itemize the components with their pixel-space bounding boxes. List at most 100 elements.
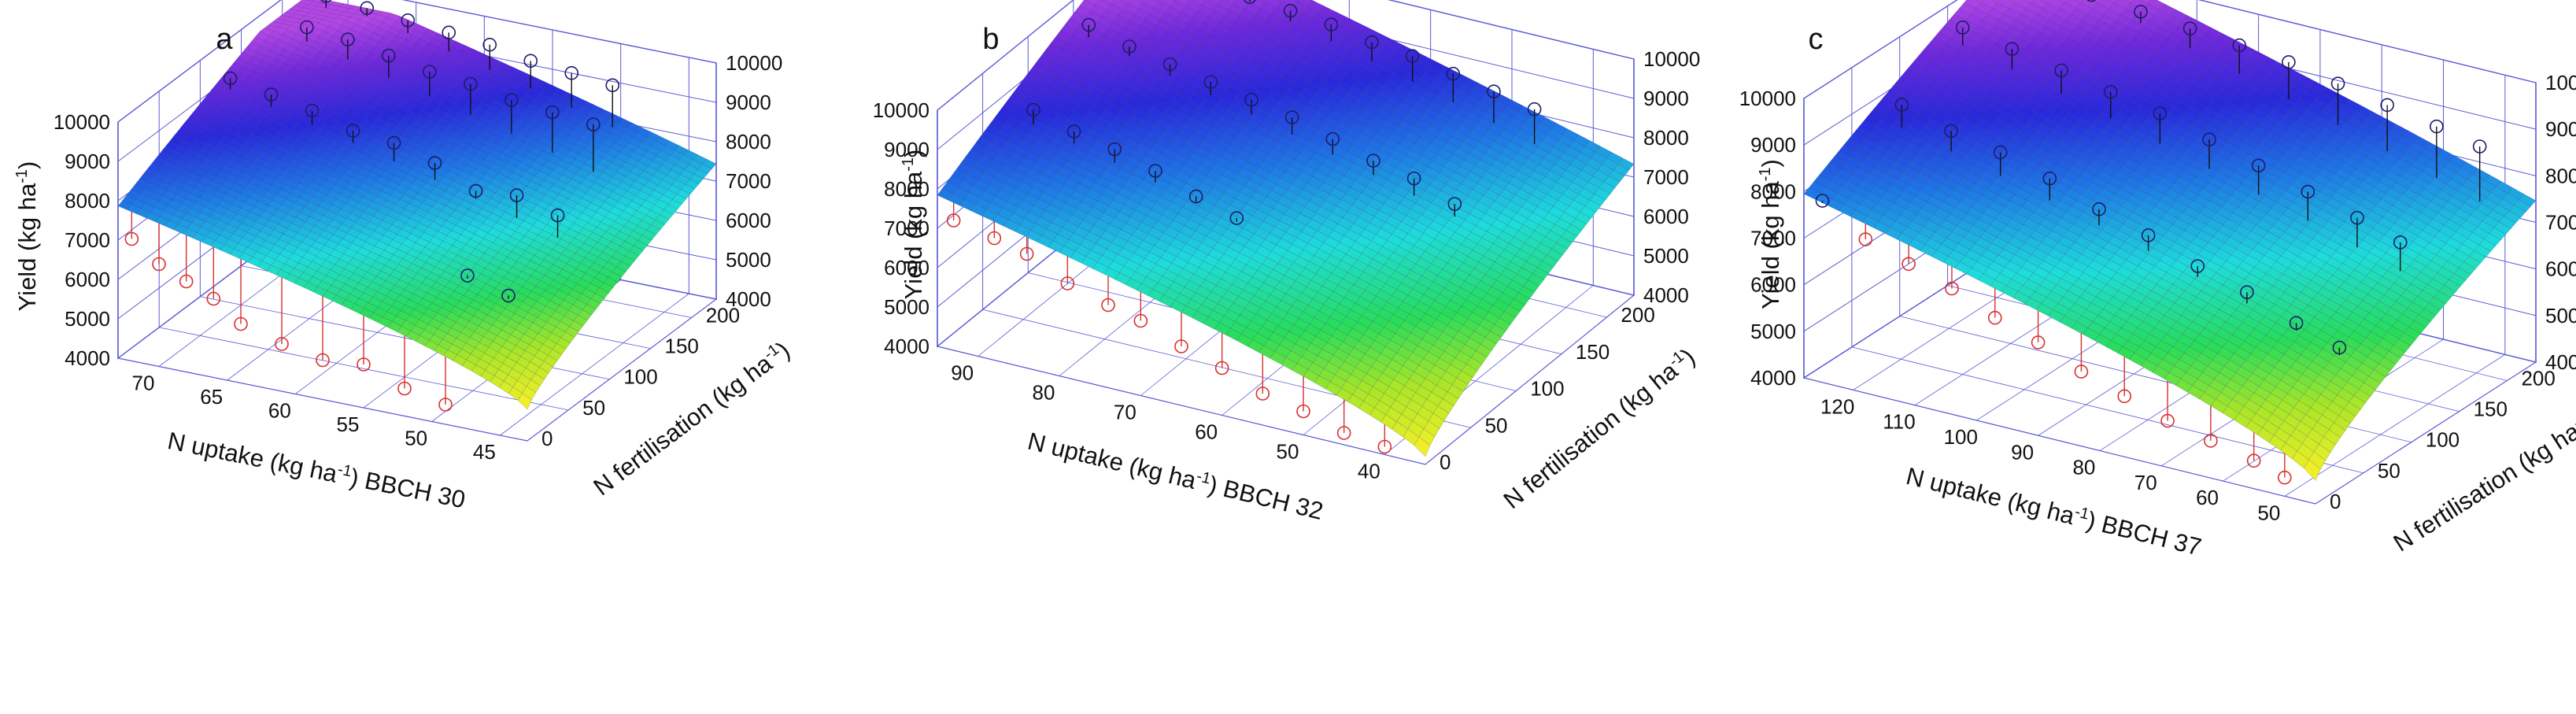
observation-point bbox=[1244, 0, 1256, 4]
x-tick-label: 65 bbox=[200, 385, 223, 409]
observation-point bbox=[1214, 361, 1229, 375]
x-tick-label: 90 bbox=[951, 361, 974, 385]
observations-above bbox=[1026, 0, 1542, 225]
observation-point bbox=[1133, 313, 1148, 328]
observation-point bbox=[564, 66, 579, 80]
observation-point bbox=[1325, 131, 1340, 146]
x-tick-label: 60 bbox=[268, 399, 291, 423]
observation-point bbox=[316, 353, 330, 368]
surface-cell bbox=[2108, 0, 2117, 3]
z-tick-label-left: 8000 bbox=[65, 189, 110, 213]
surface-cell bbox=[522, 386, 537, 401]
surface-cell bbox=[1442, 391, 1459, 406]
chart-panel-a: 4000500060007000800090001000040005000600… bbox=[13, 0, 795, 513]
surface-cell bbox=[1155, 0, 1160, 2]
y-tick-label: 150 bbox=[665, 335, 699, 358]
x-tick-label: 55 bbox=[337, 412, 360, 436]
observation-point bbox=[2246, 453, 2261, 468]
observation-point bbox=[545, 105, 560, 120]
x-tick-label: 50 bbox=[1277, 440, 1299, 464]
observation-point bbox=[2204, 434, 2218, 448]
observation-point bbox=[1162, 57, 1177, 72]
z-tick-label-left: 5000 bbox=[65, 307, 110, 331]
y-tick-label: 200 bbox=[1621, 303, 1654, 327]
y-floor-gridline bbox=[1803, 377, 2316, 505]
y-floor-gridline bbox=[1851, 346, 2363, 474]
z-tick-label-left: 4000 bbox=[65, 346, 110, 370]
observation-point bbox=[341, 32, 355, 46]
observation-point bbox=[1405, 49, 1420, 63]
observation-point bbox=[206, 291, 221, 306]
x-tick-label: 50 bbox=[405, 427, 427, 450]
z-tick-label-right: 9000 bbox=[726, 91, 771, 114]
front-axes bbox=[117, 63, 717, 358]
surface-cell bbox=[2463, 256, 2482, 269]
surface-cell bbox=[2058, 0, 2067, 3]
y-tick-label: 200 bbox=[706, 303, 740, 327]
front-axes bbox=[937, 59, 1635, 346]
observation-point bbox=[1902, 257, 1916, 272]
observation-point bbox=[501, 288, 516, 303]
observation-point bbox=[1229, 211, 1244, 225]
z-tick-label-right: 7000 bbox=[726, 169, 771, 193]
observation-point bbox=[1377, 439, 1392, 454]
surface-cell bbox=[1418, 428, 1436, 446]
z-axis-title: Yield (kg ha-1) bbox=[13, 161, 41, 312]
observation-point bbox=[468, 183, 483, 198]
surface-cell bbox=[517, 393, 532, 410]
observation-point bbox=[504, 93, 519, 107]
observation-point bbox=[305, 103, 320, 118]
observation-point bbox=[946, 213, 961, 228]
z-tick-label-right: 4000 bbox=[1643, 283, 1689, 307]
observation-point bbox=[234, 316, 248, 331]
observation-point bbox=[360, 1, 375, 16]
surface-cell bbox=[1603, 176, 1621, 189]
surface-cell bbox=[1225, 0, 1236, 4]
observation-point bbox=[605, 78, 620, 93]
z-tick-label-left: 10000 bbox=[54, 110, 110, 134]
observation-point bbox=[1447, 197, 1462, 211]
y-tick-label: 0 bbox=[1440, 450, 1451, 474]
observation-point bbox=[1107, 142, 1122, 157]
observation-point bbox=[1487, 84, 1501, 98]
observation-point bbox=[1446, 66, 1461, 81]
observation-point bbox=[1019, 246, 1034, 261]
observation-point bbox=[1244, 92, 1258, 107]
z-tick-label-left: 4000 bbox=[884, 335, 930, 358]
y-tick-label: 100 bbox=[1530, 377, 1564, 401]
observation-point bbox=[2117, 389, 2132, 404]
z-tick-label-left: 9000 bbox=[65, 150, 110, 173]
observation-point bbox=[2074, 364, 2089, 379]
observation-point bbox=[1026, 102, 1040, 117]
surface-cell bbox=[1085, 0, 1100, 6]
observation-point bbox=[442, 25, 456, 40]
z-tick-label-right: 10000 bbox=[726, 51, 782, 75]
observation-point bbox=[275, 337, 289, 351]
panel-letter: a bbox=[216, 23, 233, 56]
observation-point bbox=[1188, 189, 1203, 204]
observation-point bbox=[320, 0, 332, 3]
observation-point bbox=[482, 38, 497, 52]
surface-cell bbox=[1294, 0, 1298, 2]
observation-point bbox=[1174, 339, 1188, 353]
observation-point bbox=[438, 398, 453, 412]
observation-point bbox=[423, 65, 437, 79]
observation-point bbox=[1336, 426, 1351, 440]
observation-point bbox=[2160, 413, 2175, 428]
surface-cell bbox=[1277, 0, 1282, 2]
observation-point bbox=[223, 71, 238, 86]
y-axis-title: N fertilisation (kg ha-1) bbox=[588, 336, 795, 501]
observation-point bbox=[1060, 276, 1075, 290]
observation-point bbox=[1255, 387, 1270, 401]
z-tick-label-right: 7000 bbox=[1643, 165, 1689, 189]
observation-point bbox=[1366, 154, 1380, 168]
x-tick-label: 80 bbox=[1033, 381, 1055, 405]
surface-cell bbox=[1451, 377, 1469, 392]
z-gridline bbox=[1803, 0, 2537, 99]
observation-point bbox=[397, 381, 412, 396]
z-gridline bbox=[117, 0, 717, 123]
observation-point bbox=[179, 274, 194, 289]
x-tick-label: 60 bbox=[1195, 420, 1218, 444]
y-tick-label: 50 bbox=[582, 396, 605, 420]
x-floor-gridline bbox=[2284, 354, 2506, 497]
